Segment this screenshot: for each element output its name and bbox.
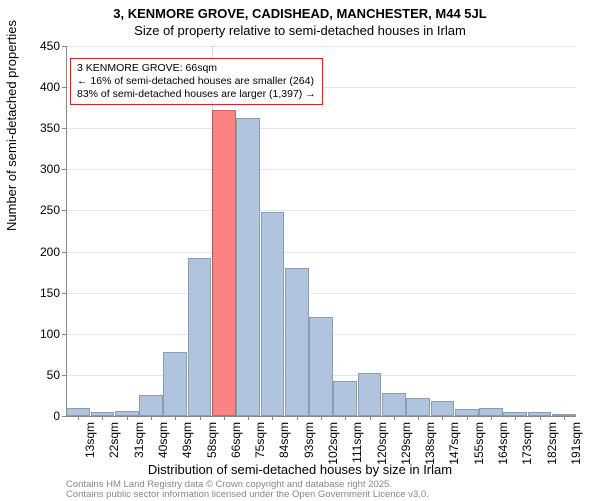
bar (358, 373, 382, 416)
x-tick-mark (151, 416, 152, 420)
bar (382, 393, 406, 416)
x-tick-label: 102sqm (326, 422, 340, 465)
y-tick-mark (62, 252, 66, 253)
x-axis-label: Distribution of semi-detached houses by … (0, 462, 600, 477)
x-tick-label: 49sqm (180, 422, 194, 458)
x-tick-mark (345, 416, 346, 420)
annotation-line3: 83% of semi-detached houses are larger (… (77, 88, 316, 101)
bar (479, 408, 503, 416)
y-tick-mark (62, 87, 66, 88)
y-tick-mark (62, 128, 66, 129)
bar (285, 268, 309, 416)
footer-line2: Contains public sector information licen… (66, 490, 429, 500)
x-tick-mark (321, 416, 322, 420)
gridline (66, 128, 576, 129)
y-tick-label: 150 (10, 286, 60, 300)
title-line1: 3, KENMORE GROVE, CADISHEAD, MANCHESTER,… (0, 6, 600, 21)
x-tick-mark (248, 416, 249, 420)
footer: Contains HM Land Registry data © Crown c… (66, 480, 429, 501)
bar (139, 395, 163, 416)
x-tick-mark (200, 416, 201, 420)
y-tick-label: 100 (10, 327, 60, 341)
x-tick-mark (272, 416, 273, 420)
x-tick-label: 13sqm (83, 422, 97, 458)
x-tick-mark (297, 416, 298, 420)
bar (188, 258, 212, 416)
x-tick-label: 173sqm (520, 422, 534, 465)
x-tick-mark (540, 416, 541, 420)
x-tick-label: 84sqm (277, 422, 291, 458)
x-tick-label: 40sqm (156, 422, 170, 458)
annotation-box: 3 KENMORE GROVE: 66sqm ← 16% of semi-det… (70, 58, 323, 105)
x-tick-mark (418, 416, 419, 420)
bar (261, 212, 285, 416)
bar (163, 352, 187, 416)
x-tick-label: 66sqm (229, 422, 243, 458)
x-tick-mark (442, 416, 443, 420)
x-tick-mark (564, 416, 565, 420)
y-tick-label: 200 (10, 245, 60, 259)
y-tick-label: 0 (10, 409, 60, 423)
y-tick-mark (62, 416, 66, 417)
title-block: 3, KENMORE GROVE, CADISHEAD, MANCHESTER,… (0, 6, 600, 38)
y-tick-mark (62, 46, 66, 47)
gridline (66, 210, 576, 211)
x-tick-mark (491, 416, 492, 420)
x-tick-label: 138sqm (423, 422, 437, 465)
x-tick-label: 182sqm (545, 422, 559, 465)
gridline (66, 252, 576, 253)
gridline (66, 293, 576, 294)
x-tick-label: 164sqm (496, 422, 510, 465)
gridline (66, 169, 576, 170)
y-tick-mark (62, 210, 66, 211)
x-tick-mark (175, 416, 176, 420)
y-tick-mark (62, 293, 66, 294)
x-tick-mark (102, 416, 103, 420)
x-tick-mark (127, 416, 128, 420)
x-tick-label: 22sqm (107, 422, 121, 458)
bar-highlight (212, 110, 236, 416)
chart-container: 3, KENMORE GROVE, CADISHEAD, MANCHESTER,… (0, 0, 600, 500)
y-axis-line (66, 46, 67, 416)
annotation-line2: ← 16% of semi-detached houses are smalle… (77, 75, 316, 88)
x-tick-label: 93sqm (302, 422, 316, 458)
y-tick-mark (62, 375, 66, 376)
bar (406, 398, 430, 416)
annotation-line1: 3 KENMORE GROVE: 66sqm (77, 62, 316, 75)
x-tick-label: 58sqm (205, 422, 219, 458)
bar (431, 401, 455, 416)
plot-area: 3 KENMORE GROVE: 66sqm ← 16% of semi-det… (66, 46, 576, 416)
y-tick-label: 50 (10, 368, 60, 382)
x-tick-mark (467, 416, 468, 420)
x-tick-label: 155sqm (472, 422, 486, 465)
x-tick-mark (224, 416, 225, 420)
x-tick-label: 120sqm (375, 422, 389, 465)
x-tick-label: 31sqm (132, 422, 146, 458)
bar (309, 317, 333, 416)
y-tick-mark (62, 169, 66, 170)
x-tick-mark (370, 416, 371, 420)
bar (236, 118, 260, 416)
gridline (66, 46, 576, 47)
x-tick-mark (78, 416, 79, 420)
x-tick-label: 147sqm (447, 422, 461, 465)
x-tick-label: 191sqm (569, 422, 583, 465)
x-tick-mark (515, 416, 516, 420)
title-line2: Size of property relative to semi-detach… (0, 23, 600, 38)
bar (66, 408, 90, 416)
x-tick-label: 75sqm (253, 422, 267, 458)
bar (333, 381, 357, 416)
y-axis-label: Number of semi-detached properties (4, 20, 19, 231)
x-tick-mark (394, 416, 395, 420)
y-tick-mark (62, 334, 66, 335)
x-tick-label: 129sqm (399, 422, 413, 465)
x-tick-label: 111sqm (350, 422, 364, 463)
